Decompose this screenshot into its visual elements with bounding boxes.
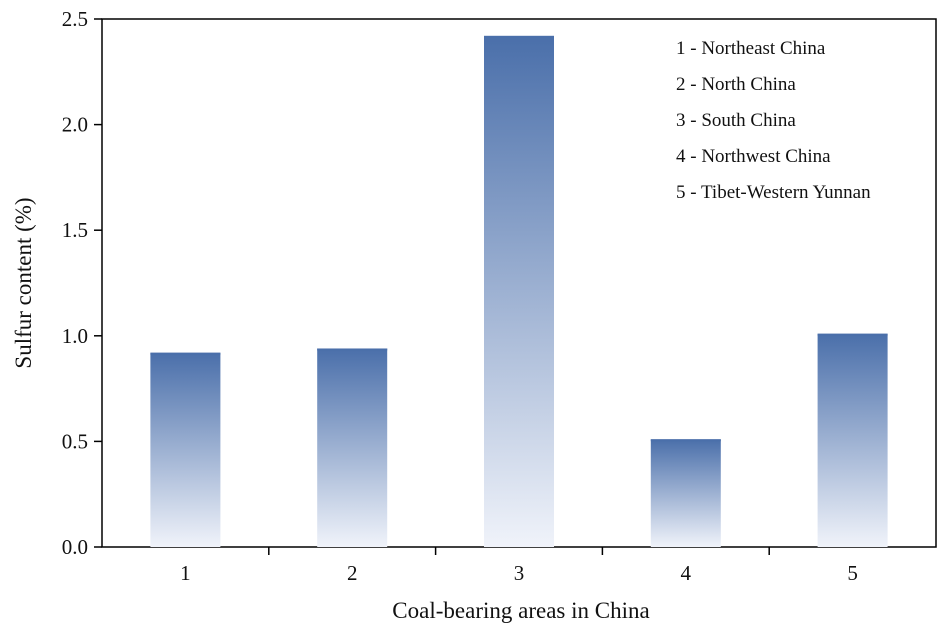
bar-5 <box>817 333 888 547</box>
legend: 1 - Northeast China 2 - North China 3 - So… <box>676 38 871 203</box>
bar-4 <box>650 439 721 547</box>
legend-entry: 4 - Northwest China <box>676 146 831 167</box>
legend-entry: 2 - North China <box>676 74 796 95</box>
legend-entry: 3 - South China <box>676 110 796 131</box>
y-tick-label: 2.0 <box>62 113 88 137</box>
x-tick-label: 5 <box>847 561 858 585</box>
legend-entry: 1 - Northeast China <box>676 38 826 59</box>
x-tick-label: 2 <box>347 561 358 585</box>
bars-group <box>150 35 888 548</box>
x-tick-label: 1 <box>180 561 191 585</box>
axes-group: 0.0 0.5 1.0 1.5 2.0 2.5 1 2 3 4 5 <box>62 7 858 585</box>
x-axis-title: Coal-bearing areas in China <box>392 598 649 623</box>
x-tick-label: 4 <box>681 561 692 585</box>
y-axis-title: Sulfur content (%) <box>11 197 36 368</box>
legend-entry: 5 - Tibet-Western Yunnan <box>676 182 871 203</box>
bar-1 <box>150 352 221 547</box>
y-tick-label: 0.0 <box>62 535 88 559</box>
bar-3 <box>484 35 554 548</box>
y-tick-label: 1.5 <box>62 218 88 242</box>
bar-2 <box>317 348 388 547</box>
y-tick-label: 0.5 <box>62 429 88 453</box>
x-tick-label: 3 <box>514 561 525 585</box>
y-tick-label: 1.0 <box>62 324 88 348</box>
y-tick-label: 2.5 <box>62 7 88 31</box>
